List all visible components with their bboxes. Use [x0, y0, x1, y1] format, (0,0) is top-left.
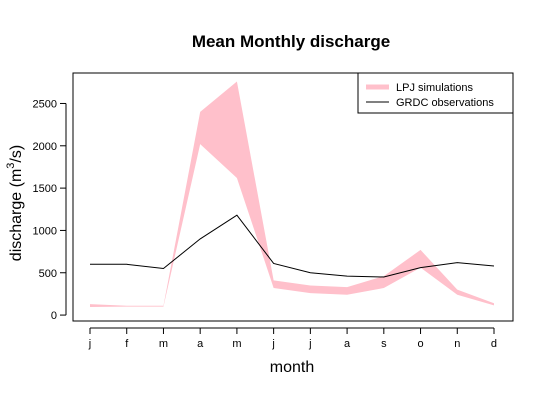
x-tick-label: f	[125, 338, 129, 350]
x-tick-label: m	[232, 338, 241, 350]
y-tick-label: 0	[51, 310, 57, 322]
y-tick-label: 2500	[33, 98, 57, 110]
x-axis-title: month	[270, 359, 314, 376]
y-tick-label: 1000	[33, 225, 57, 237]
x-tick-label: a	[344, 338, 351, 350]
legend-label-grdc: GRDC observations	[396, 97, 494, 109]
y-axis-title-base: discharge (m	[8, 169, 25, 261]
x-tick-label: d	[491, 338, 497, 350]
y-axis-title-superscript: 3	[5, 163, 17, 169]
y-tick-label: 500	[39, 268, 57, 280]
y-tick-label: 2000	[33, 141, 57, 153]
y-axis: 0 500 1000 1500 2000 2500	[33, 98, 67, 322]
grdc-observation-line	[90, 214, 495, 278]
line-layer	[90, 214, 495, 278]
x-tick-label: j	[271, 338, 274, 350]
y-axis-title: discharge (m3/s)	[5, 145, 25, 261]
x-tick-label: o	[417, 338, 423, 350]
lpj-simulation-band	[90, 81, 494, 308]
legend-box	[357, 72, 514, 114]
x-tick-label: j	[88, 338, 91, 350]
chart-title: Mean Monthly discharge	[192, 32, 390, 51]
y-tick-label: 1500	[33, 183, 57, 195]
y-axis-title-end: /s)	[8, 145, 25, 163]
x-tick-label: n	[454, 338, 460, 350]
plot-frame	[72, 72, 514, 322]
x-tick-label: a	[197, 338, 204, 350]
band-layer	[90, 81, 494, 308]
x-tick-label: s	[381, 338, 387, 350]
legend: LPJ simulations GRDC observations	[357, 72, 514, 114]
legend-label-lpj: LPJ simulations	[396, 82, 474, 94]
x-tick-label: m	[159, 338, 168, 350]
x-tick-label: j	[308, 338, 311, 350]
